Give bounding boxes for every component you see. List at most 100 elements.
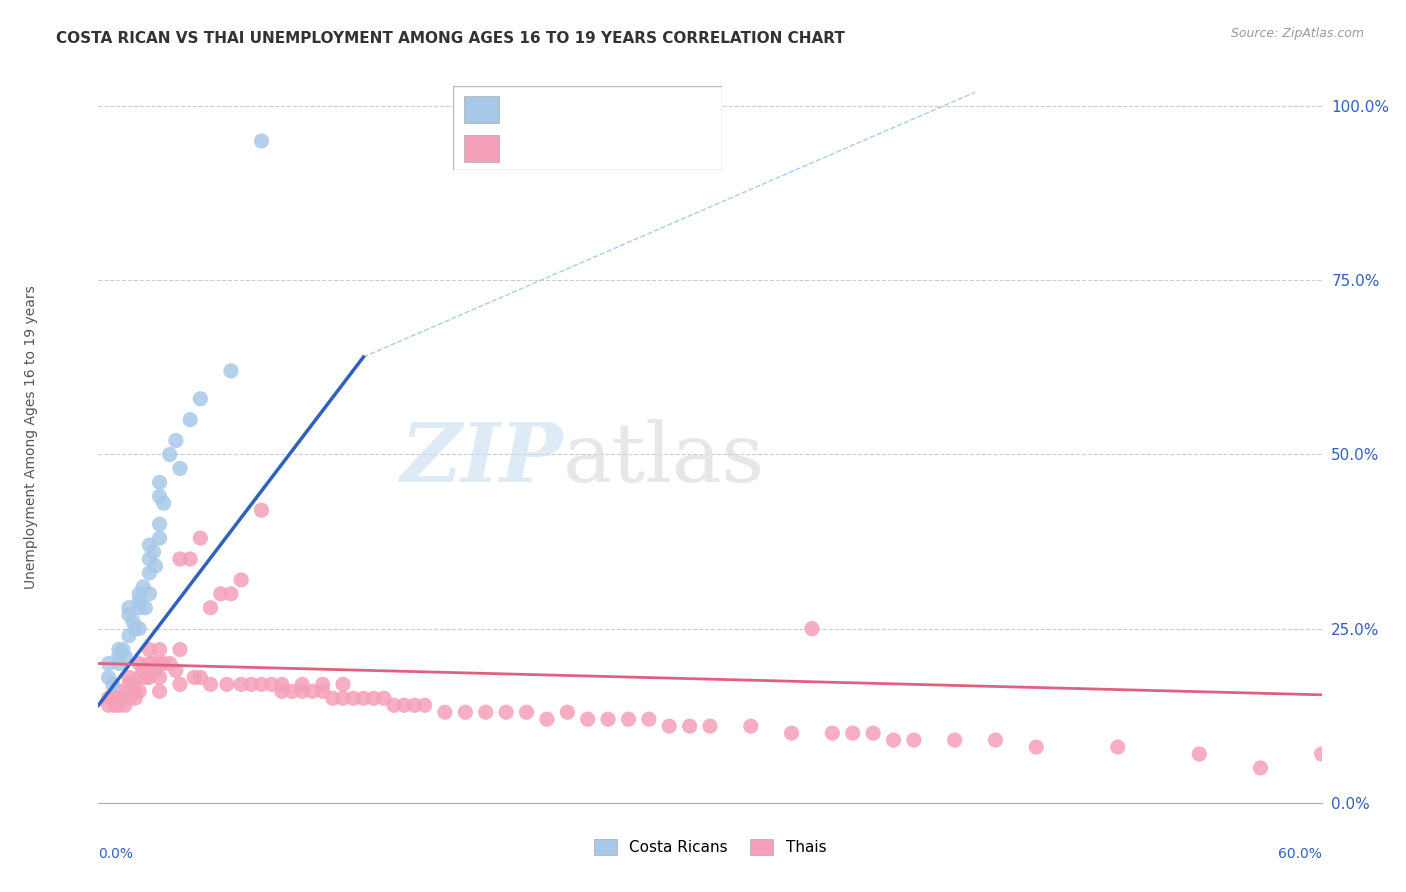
Point [108, 684, 131, 698]
Point [1025, 740, 1047, 755]
Point [114, 649, 136, 664]
Point [165, 664, 187, 678]
Text: ZIP: ZIP [401, 419, 564, 499]
Point [260, 677, 283, 691]
Point [1107, 740, 1129, 755]
Point [617, 712, 640, 726]
Point [373, 691, 395, 706]
Point [152, 657, 174, 671]
Point [658, 719, 681, 733]
Point [138, 566, 160, 580]
Point [138, 657, 160, 671]
Text: 60.0%: 60.0% [1278, 847, 1322, 861]
Point [188, 531, 212, 545]
Point [108, 649, 131, 664]
Point [332, 691, 354, 706]
Point [118, 600, 141, 615]
Point [209, 587, 232, 601]
Point [332, 677, 354, 691]
Point [250, 134, 273, 148]
Point [179, 552, 201, 566]
Point [149, 670, 172, 684]
Point [699, 719, 721, 733]
Point [312, 677, 335, 691]
Point [862, 726, 884, 740]
Point [413, 698, 436, 713]
Point [841, 726, 863, 740]
Point [312, 684, 335, 698]
Point [118, 670, 141, 684]
Point [231, 573, 253, 587]
Point [270, 677, 294, 691]
Point [149, 489, 172, 503]
Point [679, 719, 702, 733]
Point [97, 670, 120, 684]
Point [149, 531, 172, 545]
Point [801, 622, 824, 636]
Text: 0.0%: 0.0% [98, 847, 134, 861]
Point [138, 642, 160, 657]
Point [169, 461, 191, 475]
Point [179, 412, 201, 426]
Point [169, 642, 191, 657]
Point [122, 677, 145, 691]
Point [152, 496, 174, 510]
Point [215, 677, 238, 691]
Point [1188, 747, 1211, 761]
Point [903, 733, 925, 747]
Point [301, 684, 323, 698]
Point [159, 448, 181, 462]
Point [138, 587, 160, 601]
Point [97, 691, 120, 706]
Point [382, 698, 405, 713]
Legend: Costa Ricans, Thais: Costa Ricans, Thais [588, 833, 832, 861]
Point [740, 719, 762, 733]
Point [392, 698, 416, 713]
Point [118, 629, 141, 643]
Point [124, 622, 146, 636]
Point [108, 657, 131, 671]
Point [128, 684, 150, 698]
Point [598, 712, 620, 726]
Point [576, 712, 599, 726]
Point [111, 691, 134, 706]
Point [124, 684, 146, 698]
Point [145, 664, 167, 678]
Point [159, 657, 181, 671]
Point [114, 698, 136, 713]
Point [883, 733, 905, 747]
Point [134, 670, 156, 684]
Point [200, 600, 222, 615]
Point [516, 705, 538, 719]
Point [557, 705, 579, 719]
Point [104, 698, 127, 713]
Point [240, 677, 263, 691]
Point [145, 558, 167, 573]
Point [165, 434, 187, 448]
Point [1310, 747, 1333, 761]
Text: COSTA RICAN VS THAI UNEMPLOYMENT AMONG AGES 16 TO 19 YEARS CORRELATION CHART: COSTA RICAN VS THAI UNEMPLOYMENT AMONG A… [56, 31, 845, 46]
Point [219, 587, 242, 601]
Point [352, 691, 374, 706]
Point [183, 670, 205, 684]
Point [122, 615, 145, 629]
Point [128, 600, 150, 615]
Point [118, 677, 141, 691]
Point [138, 538, 160, 552]
Text: Unemployment Among Ages 16 to 19 years: Unemployment Among Ages 16 to 19 years [24, 285, 38, 589]
Point [495, 705, 517, 719]
Point [118, 691, 141, 706]
Point [821, 726, 844, 740]
Point [536, 712, 558, 726]
Point [124, 691, 146, 706]
Point [291, 677, 314, 691]
Point [780, 726, 803, 740]
Point [231, 677, 253, 691]
Point [134, 600, 156, 615]
Point [281, 684, 304, 698]
Point [188, 392, 212, 406]
Point [128, 594, 150, 608]
Point [149, 684, 172, 698]
Point [108, 691, 131, 706]
Point [111, 642, 134, 657]
